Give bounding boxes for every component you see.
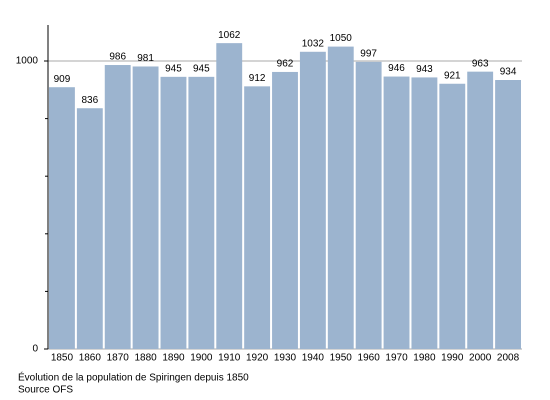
value-label: 1032 [302,38,325,49]
bar [299,51,326,350]
x-tick-label: 1940 [302,353,325,364]
x-tick-label: 1850 [51,353,74,364]
value-label: 946 [388,63,405,74]
bar [104,65,131,350]
value-label: 836 [81,95,98,106]
value-label: 962 [277,59,294,70]
value-label: 945 [165,63,182,74]
x-tick-label: 1990 [441,353,464,364]
value-label: 945 [193,63,210,74]
bar [272,71,298,349]
value-label: 934 [500,67,517,78]
source: Source OFS [18,385,73,396]
bar [244,86,271,350]
value-label: 981 [137,53,154,64]
bar [132,66,159,350]
value-label: 921 [444,70,461,81]
x-tick-label: 1870 [107,353,130,364]
value-label: 997 [360,49,377,60]
bar [160,76,187,349]
x-tick-label: 2008 [497,353,520,364]
value-label: 1062 [218,30,241,41]
x-tick-label: 1950 [330,353,353,364]
value-label: 912 [249,73,266,84]
x-tick-label: 1910 [218,353,241,364]
bar [355,61,382,349]
value-label: 963 [472,58,489,69]
x-tick-label: 1960 [358,353,381,364]
x-tick-label: 1860 [79,353,102,364]
x-tick-label: 1900 [190,353,213,364]
value-label: 909 [54,74,71,85]
bar [49,87,75,349]
x-tick-label: 1970 [385,353,408,364]
value-label: 1050 [330,33,353,44]
value-label: 986 [109,52,126,63]
x-tick-label: 1880 [134,353,157,364]
bar [327,46,354,349]
bar [495,80,521,350]
bar [188,76,215,349]
x-tick-label: 1890 [162,353,185,364]
x-tick-label: 2000 [469,353,492,364]
x-tick-label: 1920 [246,353,269,364]
bar [216,43,243,349]
y-tick-label: 0 [32,344,38,355]
x-tick-label: 1980 [413,353,436,364]
x-tick-label: 1930 [274,353,297,364]
bar [467,71,494,349]
caption: Évolution de la population de Spiringen … [18,371,249,384]
bar [411,77,438,349]
bar [439,83,466,349]
value-label: 943 [416,64,433,75]
bar [383,76,410,349]
bar [76,108,103,350]
y-tick-label: 1000 [16,56,39,67]
